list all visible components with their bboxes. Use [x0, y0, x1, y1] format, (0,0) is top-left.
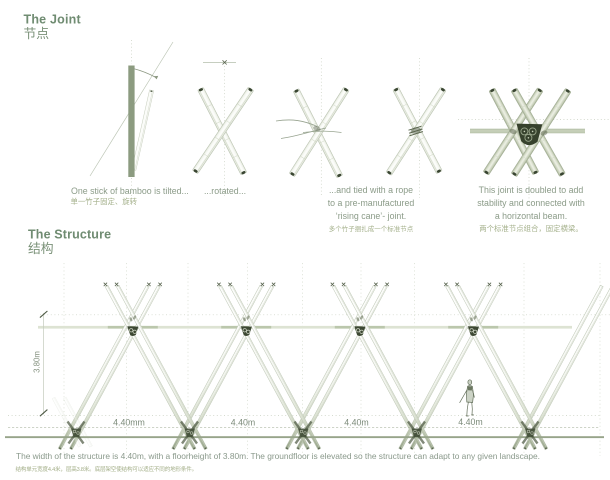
svg-text:节点: 节点	[24, 26, 50, 41]
svg-text:结构单元宽度4.4米，层高3.8米。底层架空使结构可以适应不: 结构单元宽度4.4米，层高3.8米。底层架空使结构可以适应不同的地形条件。	[16, 465, 198, 473]
svg-text:4.40mm: 4.40mm	[113, 417, 145, 427]
svg-text:...and tied with a rope: ...and tied with a rope	[329, 185, 413, 195]
svg-text:3.80m: 3.80m	[33, 351, 42, 373]
svg-text:4.40m: 4.40m	[344, 417, 368, 427]
svg-text:a horizontal beam.: a horizontal beam.	[495, 211, 567, 221]
svg-text:...rotated...: ...rotated...	[204, 186, 246, 196]
svg-text:The Joint: The Joint	[24, 13, 82, 27]
svg-text:‘rising cane’- joint.: ‘rising cane’- joint.	[336, 211, 406, 221]
svg-text:4.40m: 4.40m	[231, 417, 255, 427]
svg-text:4.40m: 4.40m	[458, 417, 482, 427]
svg-text:This joint is doubled to add: This joint is doubled to add	[479, 185, 584, 195]
svg-text:结构: 结构	[28, 241, 54, 256]
svg-text:to a pre-manufactured: to a pre-manufactured	[328, 198, 415, 208]
svg-text:单一竹子固定、旋转: 单一竹子固定、旋转	[71, 197, 138, 206]
svg-text:两个标准节点组合，固定横梁。: 两个标准节点组合，固定横梁。	[479, 224, 582, 233]
svg-text:The Structure: The Structure	[28, 228, 111, 242]
svg-text:stability and connected with: stability and connected with	[477, 198, 585, 208]
svg-text:One stick of bamboo is tilted.: One stick of bamboo is tilted...	[71, 186, 189, 196]
svg-text:多个竹子捆扎成一个标准节点: 多个竹子捆扎成一个标准节点	[329, 224, 414, 233]
svg-text:The width of the structure is: The width of the structure is 4.40m, wit…	[16, 451, 540, 461]
